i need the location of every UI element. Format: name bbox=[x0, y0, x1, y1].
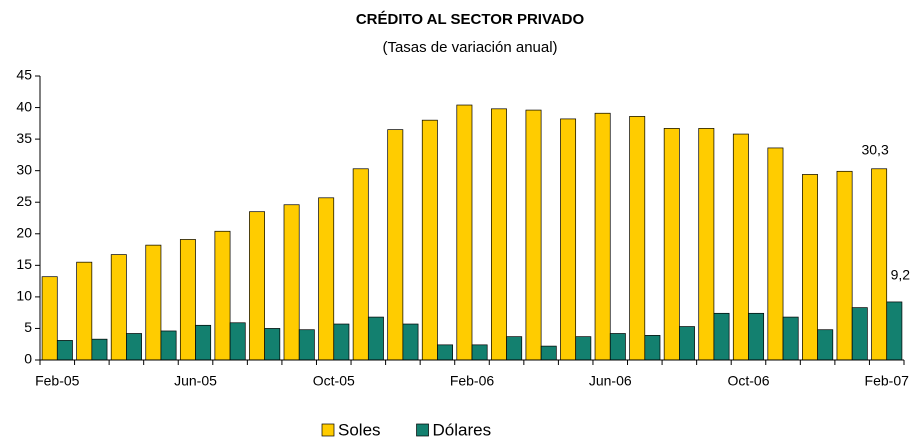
bar bbox=[767, 147, 784, 361]
bar bbox=[160, 330, 177, 361]
bar bbox=[525, 109, 542, 361]
bar bbox=[748, 312, 765, 361]
y-tick-label: 30 bbox=[16, 161, 32, 177]
y-tick-label: 0 bbox=[24, 351, 32, 367]
bar bbox=[836, 170, 853, 361]
bar bbox=[713, 312, 730, 361]
bar bbox=[698, 128, 715, 361]
bar bbox=[575, 336, 592, 361]
bar bbox=[782, 316, 799, 361]
bar bbox=[145, 244, 162, 361]
bar bbox=[506, 336, 523, 361]
legend-swatch bbox=[321, 423, 335, 437]
chart-subtitle: (Tasas de variación anual) bbox=[382, 39, 557, 56]
bar bbox=[179, 239, 196, 361]
bar bbox=[732, 133, 749, 361]
bar bbox=[679, 326, 695, 361]
legend-swatch bbox=[416, 423, 429, 437]
bar bbox=[318, 197, 335, 361]
x-tick-label: Jun-06 bbox=[589, 373, 632, 389]
bar bbox=[609, 333, 626, 361]
bar bbox=[540, 345, 557, 361]
bar bbox=[367, 316, 384, 361]
y-tick-label: 5 bbox=[24, 319, 32, 335]
bar bbox=[249, 211, 265, 361]
bar bbox=[802, 174, 818, 361]
y-tick-label: 45 bbox=[16, 67, 32, 83]
bar bbox=[298, 329, 315, 361]
value-label: 30,3 bbox=[861, 141, 888, 157]
y-tick-label: 25 bbox=[16, 193, 32, 209]
y-tick-label: 15 bbox=[16, 256, 32, 272]
bar bbox=[195, 324, 212, 361]
bar bbox=[352, 168, 369, 361]
bar bbox=[333, 323, 350, 361]
x-tick-label: Jun-05 bbox=[174, 373, 217, 389]
chart-title: CRÉDITO AL SECTOR PRIVADO bbox=[356, 11, 585, 28]
bar bbox=[629, 116, 646, 361]
bar bbox=[851, 307, 868, 361]
bar bbox=[264, 328, 281, 361]
x-tick-label: Feb-05 bbox=[35, 373, 80, 389]
bar bbox=[214, 230, 231, 361]
legend-label: Soles bbox=[338, 420, 381, 439]
x-tick-label: Oct-05 bbox=[313, 373, 355, 389]
bar bbox=[76, 261, 93, 361]
bar bbox=[91, 338, 108, 361]
bar bbox=[283, 204, 300, 361]
bar bbox=[126, 333, 142, 361]
x-tick-label: Oct-06 bbox=[727, 373, 769, 389]
bar bbox=[886, 301, 903, 361]
bar bbox=[456, 104, 473, 361]
x-tick-label: Feb-07 bbox=[865, 373, 910, 389]
y-tick-label: 10 bbox=[16, 288, 32, 304]
bar bbox=[402, 323, 419, 361]
value-label: 9,2 bbox=[891, 267, 911, 283]
y-tick-label: 40 bbox=[16, 98, 32, 114]
bar bbox=[41, 276, 58, 361]
bar bbox=[56, 340, 73, 361]
bar bbox=[471, 344, 488, 361]
bar bbox=[644, 335, 661, 361]
x-tick-label: Feb-06 bbox=[450, 373, 495, 389]
legend-label: Dólares bbox=[433, 420, 492, 439]
bar bbox=[110, 254, 127, 361]
bar bbox=[817, 329, 834, 361]
bar bbox=[594, 112, 611, 361]
bar bbox=[387, 129, 404, 361]
bar bbox=[663, 128, 680, 361]
bar bbox=[560, 118, 577, 361]
bar bbox=[491, 108, 507, 361]
bar bbox=[871, 168, 888, 361]
bar bbox=[421, 119, 438, 361]
y-tick-label: 20 bbox=[16, 224, 32, 240]
y-tick-label: 35 bbox=[16, 130, 32, 146]
bar bbox=[229, 322, 246, 361]
bar bbox=[437, 344, 453, 361]
